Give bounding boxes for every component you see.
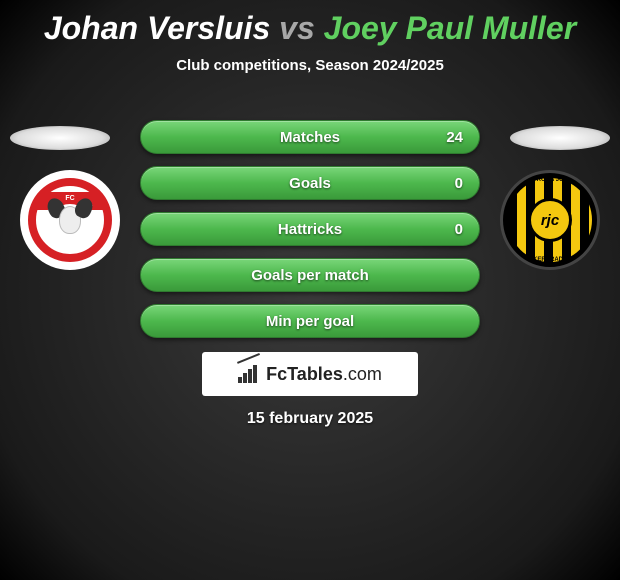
platform-right	[510, 126, 610, 150]
brand-box: FcTables.com	[202, 352, 418, 396]
platform-left	[10, 126, 110, 150]
dordrecht-ring: FCDORDRECHT	[28, 178, 112, 262]
subtitle: Club competitions, Season 2024/2025	[0, 57, 620, 74]
bar-label: Matches	[141, 129, 479, 146]
vs-text: vs	[279, 10, 315, 46]
roda-stripes: RODA JC rjc KERKRADE	[508, 178, 592, 262]
brand-text: FcTables.com	[266, 364, 382, 385]
bar-min-per-goal: Min per goal	[140, 304, 480, 338]
bar-goals: Goals 0	[140, 166, 480, 200]
bar-label: Min per goal	[141, 313, 479, 330]
bar-value: 0	[455, 221, 463, 238]
sheep-icon	[48, 204, 92, 248]
player2-name: Joey Paul Muller	[324, 10, 577, 46]
bar-goals-per-match: Goals per match	[140, 258, 480, 292]
bar-value: 24	[446, 129, 463, 146]
bar-label: Hattricks	[141, 221, 479, 238]
bar-label: Goals	[141, 175, 479, 192]
team-badge-right: RODA JC rjc KERKRADE	[500, 170, 600, 270]
player1-name: Johan Versluis	[44, 10, 270, 46]
bar-hattricks: Hattricks 0	[140, 212, 480, 246]
date-text: 15 february 2025	[0, 410, 620, 428]
roda-arc-top: RODA JC	[508, 177, 592, 183]
bar-label: Goals per match	[141, 267, 479, 284]
bar-matches: Matches 24	[140, 120, 480, 154]
roda-center: rjc	[528, 198, 572, 242]
team-badge-left: FCDORDRECHT	[20, 170, 120, 270]
roda-arc-bottom: KERKRADE	[508, 257, 592, 263]
page-title: Johan Versluis vs Joey Paul Muller	[0, 0, 620, 47]
chart-icon	[238, 365, 260, 383]
bar-value: 0	[455, 175, 463, 192]
stat-bars: Matches 24 Goals 0 Hattricks 0 Goals per…	[140, 120, 480, 350]
